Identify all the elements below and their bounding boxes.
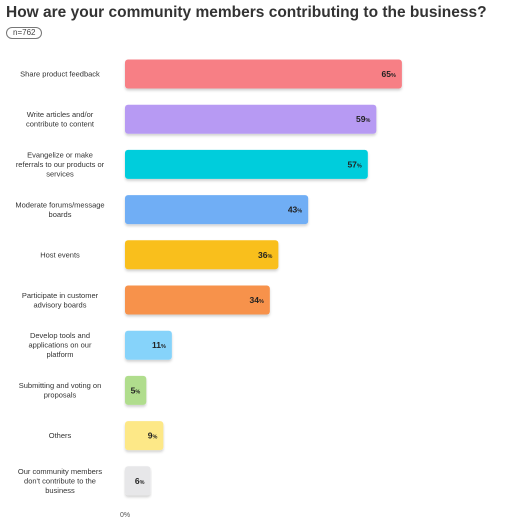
bar-8 (125, 375, 147, 405)
category-label-9: Others (49, 431, 72, 440)
category-label-1: Share product feedback (20, 70, 100, 79)
category-label-10: Our community members don't contribute to… (18, 467, 102, 495)
bar-value-label-8: 5% (131, 385, 141, 395)
category-label-8: Submitting and voting on proposals (19, 381, 102, 400)
x-axis-tick-0: 0% (120, 512, 130, 519)
bar-5 (125, 240, 279, 270)
bar-value-label-1: 65% (382, 69, 396, 79)
bar-value-label-10: 6% (135, 476, 145, 486)
bar-4 (125, 195, 309, 225)
bar-3 (125, 149, 368, 179)
bar-6 (125, 285, 270, 315)
category-label-4: Moderate forums/message boards (15, 200, 104, 219)
category-label-6: Participate in customer advisory boards (22, 291, 99, 310)
bar-value-label-4: 43% (288, 205, 302, 215)
bar-1 (125, 59, 402, 89)
bar-value-label-2: 59% (356, 114, 370, 124)
bar-value-label-5: 36% (258, 250, 272, 260)
category-label-3: Evangelize or make referrals to our produ… (16, 150, 105, 178)
category-label-2: Write articles and/or contribute to conte… (26, 110, 95, 129)
bar-9 (125, 421, 164, 451)
sample-size-badge: n=762 (6, 27, 43, 39)
bars-group: 65% 59% 57% 43% 36% 34% 11% 5% 9% 6% (125, 59, 402, 496)
bar-value-label-6: 34% (249, 295, 263, 305)
category-label-7: Develop tools and applications on our plat… (29, 331, 92, 359)
chart-title: How are your community members contribut… (6, 4, 487, 21)
bar-value-label-9: 9% (148, 431, 158, 441)
bar-7 (125, 330, 172, 360)
bar-10 (125, 466, 151, 496)
bar-2 (125, 104, 377, 134)
category-labels-group: Share product feedback Write articles and… (15, 70, 104, 495)
bar-value-label-3: 57% (347, 159, 361, 169)
category-label-5: Host events (40, 250, 80, 259)
bar-value-label-7: 11% (152, 340, 166, 350)
